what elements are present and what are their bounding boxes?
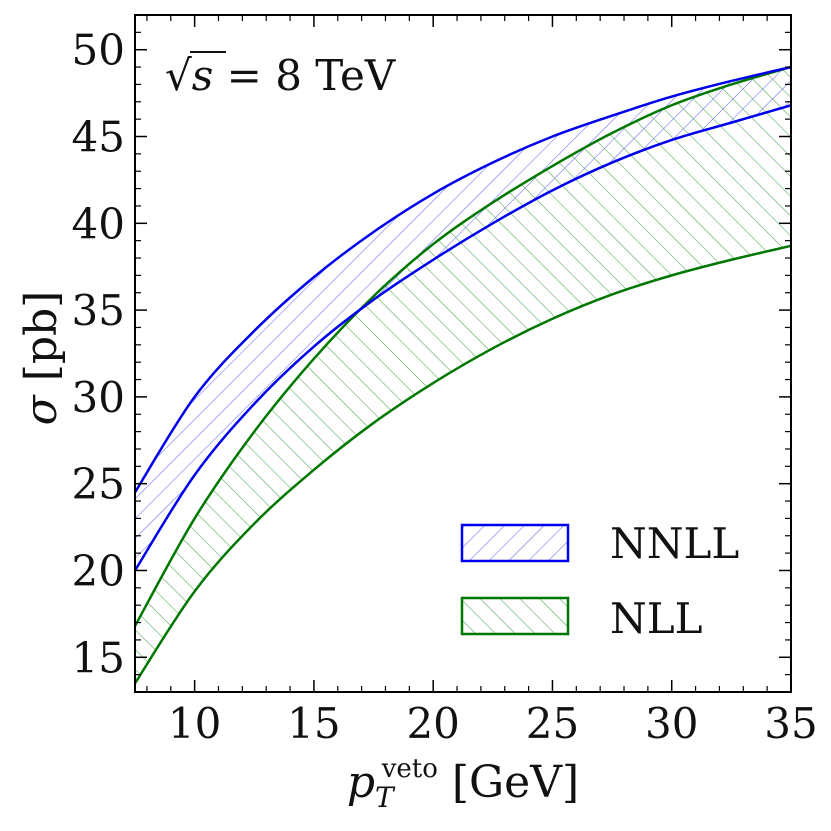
energy-annotation: √s = 8 TeV — [165, 51, 396, 100]
band-upper-line-nll — [135, 65, 791, 627]
y-tick-label: 35 — [72, 286, 125, 335]
y-tick-label: 25 — [72, 460, 125, 509]
y-axis-label: σ [pb] — [16, 291, 67, 426]
x-axis-label-main: p — [347, 757, 375, 808]
y-axis-label-main: σ — [16, 393, 67, 425]
band-fill-nnll — [135, 67, 791, 571]
x-tick-label: 15 — [287, 699, 340, 748]
sqrt-variable: s — [192, 51, 214, 100]
legend: NNLL NLL — [460, 519, 739, 643]
x-tick-label: 10 — [168, 699, 221, 748]
y-tick-label: 50 — [72, 26, 125, 75]
y-tick-label: 40 — [72, 199, 125, 248]
y-tick-label: 30 — [72, 373, 125, 422]
legend-swatch-nnll — [460, 523, 570, 563]
x-axis-label-unit: [GeV] — [438, 757, 579, 808]
band-lower-line-nll — [135, 244, 791, 684]
y-tick-label: 20 — [72, 546, 125, 595]
band-upper-line-nnll — [135, 65, 791, 494]
tick-labels: 10 15 20 25 30 35 15 20 25 30 35 40 45 50 — [72, 26, 818, 748]
plot-frame — [134, 14, 792, 693]
y-tick-label: 45 — [72, 113, 125, 162]
energy-value: = 8 TeV — [213, 51, 396, 100]
x-tick-label: 35 — [764, 699, 817, 748]
sqrt-symbol: √ — [165, 51, 192, 100]
y-tick-label: 15 — [72, 633, 125, 682]
x-axis-label-sub: T — [375, 781, 396, 814]
x-tick-label: 30 — [645, 699, 698, 748]
bands — [135, 65, 791, 684]
x-axis-label-sup: veto — [381, 754, 438, 784]
legend-swatch-nll — [460, 596, 570, 636]
y-axis-label-unit: [pb] — [16, 291, 67, 396]
legend-label-nll: NLL — [610, 594, 703, 643]
band-lower-line-nnll — [135, 104, 791, 572]
legend-label-nnll: NNLL — [610, 519, 739, 568]
x-axis-label: pTveto [GeV] — [347, 754, 579, 814]
x-tick-label: 25 — [526, 699, 579, 748]
x-tick-label: 20 — [406, 699, 459, 748]
band-fill-nll — [135, 67, 791, 684]
